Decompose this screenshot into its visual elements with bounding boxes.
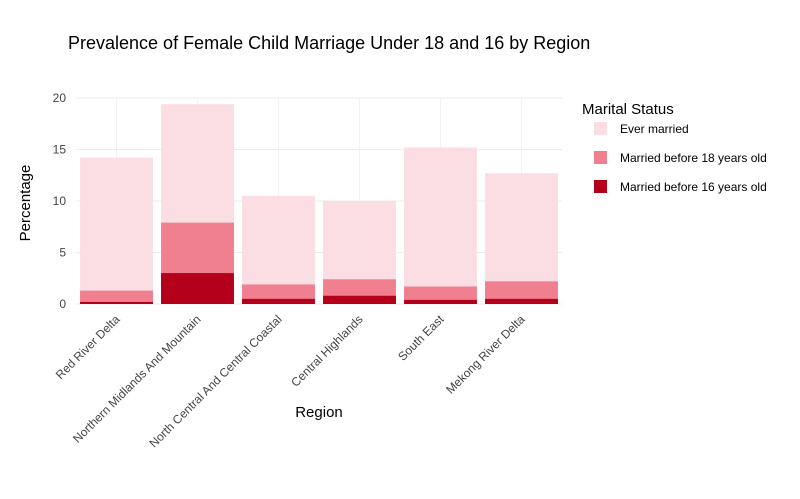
legend-item[interactable]: Married before 16 years old [594,180,767,194]
bar-before-16[interactable] [242,298,315,304]
legend-label: Married before 16 years old [620,180,767,194]
bar-before-18[interactable] [80,290,153,304]
legend-swatch [594,151,607,164]
bar-ever-married[interactable] [80,157,153,304]
bar-before-16[interactable] [80,301,153,304]
y-tick-label: 15 [53,143,67,157]
chart-title: Prevalence of Female Child Marriage Unde… [68,33,590,53]
bar-ever-married[interactable] [404,147,477,304]
y-tick-label: 5 [59,246,66,260]
legend-swatch [594,122,607,135]
bar-before-18[interactable] [404,286,477,304]
y-tick-label: 0 [59,297,66,311]
x-tick-label: South East [395,312,447,364]
x-tick-label: North Central And Central Coastal [146,312,284,450]
x-tick-label: Mekong River Delta [443,312,528,397]
y-tick-labels: 0 5 10 15 20 [53,91,67,311]
legend-swatch [594,180,607,193]
bar-before-18[interactable] [485,281,558,304]
y-axis-label: Percentage [17,165,34,242]
legend-label: Ever married [620,122,689,136]
bar-before-16[interactable] [161,273,234,304]
legend-label: Married before 18 years old [620,151,767,165]
legend-item[interactable]: Ever married [594,122,689,136]
x-tick-label: Northern Midlands And Mountain [70,312,203,445]
y-tick-label: 10 [53,194,67,208]
bar-before-16[interactable] [323,295,396,304]
legend-title: Marital Status [582,101,674,118]
y-tick-label: 20 [53,91,67,105]
legend-item[interactable]: Married before 18 years old [594,151,767,165]
bar-before-16[interactable] [404,299,477,304]
x-tick-label: Central Highlands [288,312,365,389]
x-axis-label: Region [295,404,343,421]
bar-before-16[interactable] [485,298,558,304]
bars-group [80,104,558,305]
legend[interactable]: Marital Status Ever married Married befor… [582,101,767,194]
x-tick-label: Red River Delta [53,312,123,382]
